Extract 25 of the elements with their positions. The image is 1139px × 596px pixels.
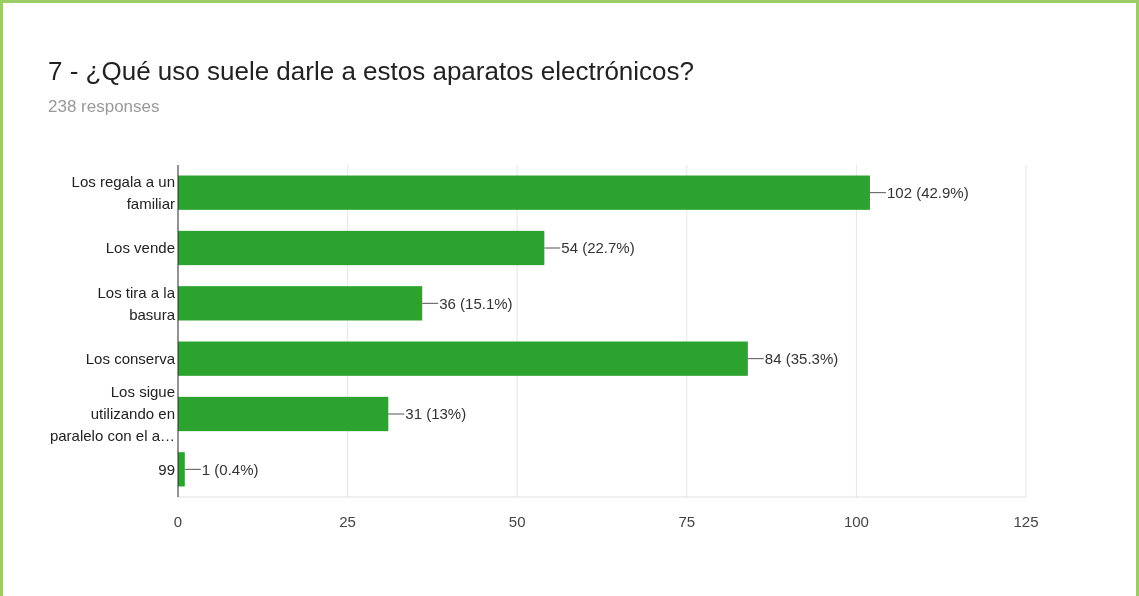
y-tick-label: Los regala a un familiar [71, 172, 175, 212]
data-label: 84 (35.3%) [764, 349, 839, 367]
y-tick-label: Los tira a la basura [97, 283, 176, 323]
bar [178, 230, 545, 266]
data-label: 1 (0.4%) [201, 460, 259, 478]
x-tick-label: 75 [678, 513, 696, 530]
data-label: 36 (15.1%) [439, 294, 513, 312]
chart-title: 7 - ¿Qué uso suele darle a estos aparatos electrónicos? [48, 56, 695, 86]
bar [178, 396, 389, 432]
bar [178, 341, 748, 376]
x-tick-label: 25 [339, 513, 356, 530]
y-tick-label: Los conserva [85, 349, 176, 367]
data-label: 31 (13%) [405, 405, 467, 423]
y-tick-label: 99 [158, 460, 175, 478]
bar [178, 175, 870, 210]
x-tick-label: 125 [1013, 513, 1039, 530]
data-label: 102 (42.9%) [886, 183, 969, 201]
x-tick-label: 100 [843, 513, 869, 530]
chart-subtitle: 238 responses [48, 97, 160, 116]
data-label: 54 (22.7%) [561, 239, 635, 257]
y-tick-label: Los sigue utilizando en paralelo con el a… [49, 383, 175, 445]
x-tick-label: 0 [173, 513, 183, 530]
y-tick-label: Los vende [105, 239, 175, 257]
x-tick-label: 50 [508, 513, 526, 530]
bar [178, 286, 423, 321]
